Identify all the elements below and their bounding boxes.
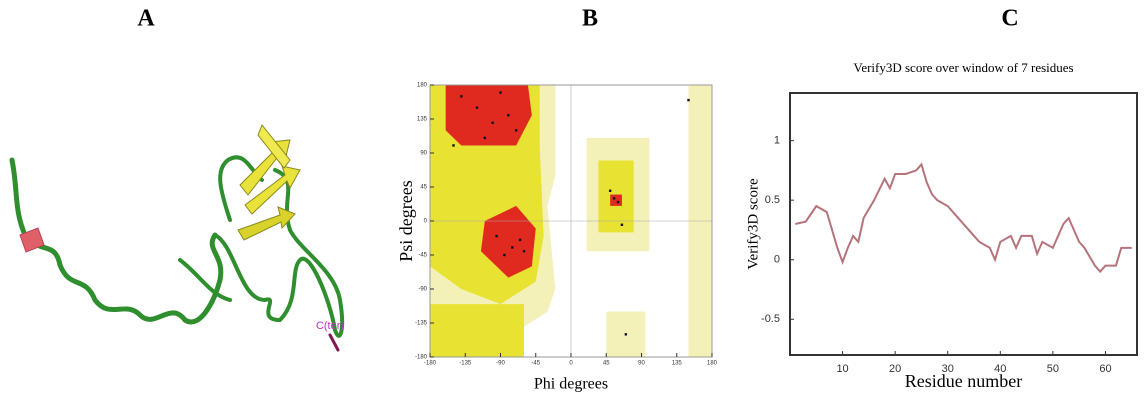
residue-point (491, 122, 493, 124)
x-tick-label: -180 (424, 361, 437, 367)
residue-point (499, 91, 501, 93)
y-tick-label: 0 (424, 219, 428, 225)
y-tick-label: 0 (774, 254, 780, 266)
terminus-label: C(ter) (316, 320, 344, 332)
residue-point (523, 250, 525, 252)
residue-point (617, 201, 619, 203)
chart-title: Verify3D score over window of 7 residues (853, 60, 1073, 75)
x-tick-label: 90 (638, 361, 645, 367)
protein-structure (12, 125, 342, 350)
residue-point (495, 235, 497, 237)
allowed-region (446, 85, 532, 145)
residue-point (625, 333, 627, 335)
y-axis-label: Verify3D score (745, 178, 761, 270)
residue-point (687, 99, 689, 101)
y-tick-label: -180 (415, 355, 428, 361)
y-tick-label: 1 (774, 135, 780, 147)
x-tick-label: -135 (459, 361, 472, 367)
residue-point (613, 197, 615, 199)
residue-point (476, 106, 478, 108)
y-tick-label: 180 (417, 83, 428, 89)
x-tick-label: 45 (603, 361, 610, 367)
residue-point (511, 246, 513, 248)
y-tick-label: -45 (418, 253, 427, 259)
allowed-region (610, 195, 622, 206)
residue-point (484, 137, 486, 139)
x-tick-label: 20 (889, 363, 901, 375)
figure: A B C C(ter) -180 -135 -90 -45 0 45 90 135 180 -1… (0, 0, 1145, 394)
panel-label: B (582, 6, 598, 32)
y-tick-label: -0.5 (761, 313, 780, 325)
x-tick-label: 0 (569, 361, 573, 367)
y-tick-label: 0.5 (765, 194, 780, 206)
residue-point (515, 129, 517, 131)
y-tick-label: 90 (420, 151, 427, 157)
allowed-region (430, 304, 524, 357)
residue-point (507, 114, 509, 116)
y-axis-label: Psi degrees (396, 180, 416, 261)
residue-point (460, 95, 462, 97)
residue-point (452, 144, 454, 146)
y-tick-label: 45 (420, 185, 427, 191)
residue-point (609, 190, 611, 192)
x-tick-label: -90 (496, 361, 505, 367)
score-line (795, 164, 1131, 271)
x-tick-label: 180 (707, 361, 718, 367)
panel-label: C (1001, 6, 1018, 32)
residue-point (503, 254, 505, 256)
residue-point (621, 224, 623, 226)
x-tick-label: 60 (1099, 363, 1111, 375)
x-tick-label: 135 (672, 361, 683, 367)
y-tick-label: -90 (418, 287, 427, 293)
x-tick-label: 10 (836, 363, 848, 375)
y-tick-label: -135 (415, 321, 428, 327)
x-tick-label: -45 (531, 361, 540, 367)
y-tick-label: 135 (417, 117, 428, 123)
x-axis-label: Phi degrees (534, 376, 608, 393)
x-tick-label: 50 (1047, 363, 1059, 375)
panel-label: A (137, 6, 155, 32)
x-axis-label: Residue number (905, 371, 1022, 391)
residue-point (519, 239, 521, 241)
